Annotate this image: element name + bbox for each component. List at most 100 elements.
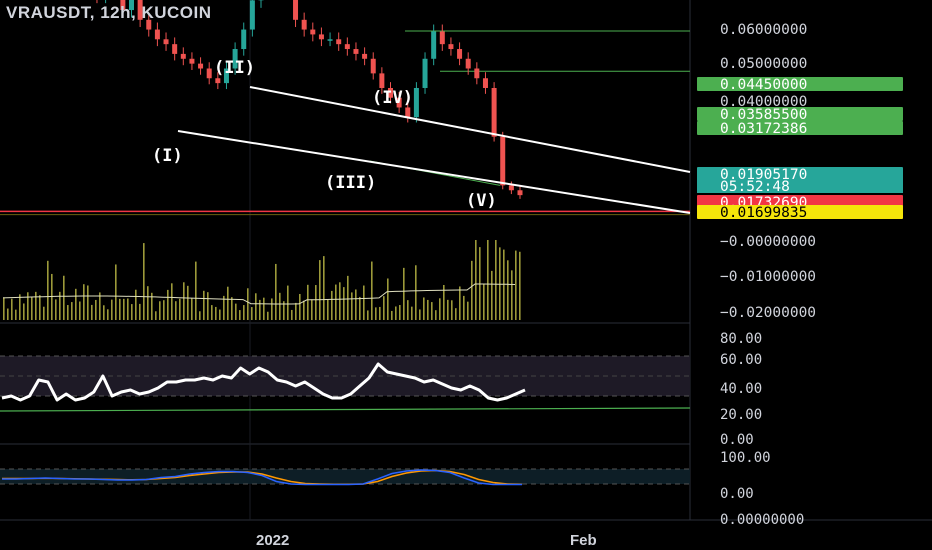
volume-bar (311, 299, 313, 320)
chart-title: VRAUSDT, 12h, KUCOIN (6, 3, 212, 22)
volume-bar (191, 297, 193, 320)
volume-bar (427, 299, 429, 320)
price-axis-label: −0.02000000 (720, 305, 816, 321)
volume-bar (103, 305, 105, 320)
volume-bar (359, 296, 361, 320)
volume-bar (147, 286, 149, 320)
volume-bar (83, 284, 85, 320)
price-badge[interactable] (697, 167, 903, 181)
price-badge[interactable] (697, 121, 903, 135)
volume-bar (319, 260, 321, 320)
volume-bar (395, 306, 397, 320)
price-badge-label: 0.03585500 (720, 107, 807, 123)
volume-bar (199, 311, 201, 320)
volume-bar (95, 299, 97, 320)
volume-bar (3, 297, 5, 320)
volume-bar (235, 303, 237, 320)
candle (491, 87, 497, 137)
volume-bar (331, 290, 333, 320)
volume-ma-line (2, 283, 516, 305)
volume-bar (67, 305, 69, 320)
volume-bar (175, 301, 177, 320)
volume-bar (231, 297, 233, 320)
volume-bar (435, 310, 437, 320)
volume-bar (195, 261, 197, 320)
candle (241, 29, 247, 50)
volume-bar (507, 260, 509, 320)
volume-bar (251, 307, 253, 320)
candle (327, 39, 333, 41)
rsi-axis-label: 80.00 (720, 331, 762, 347)
volume-bar (391, 310, 393, 320)
volume-bar (299, 293, 301, 320)
volume-bar (79, 301, 81, 320)
volume-bar (347, 275, 349, 320)
volume-bar (315, 285, 317, 320)
stoch-axis-label: 0.00000000 (720, 512, 804, 528)
volume-bar (471, 260, 473, 320)
candle (482, 78, 488, 88)
candle (172, 44, 178, 54)
candle (457, 49, 463, 59)
price-badge-label: 0.01699835 (720, 205, 807, 221)
volume-bar (211, 305, 213, 320)
volume-bar (63, 275, 65, 320)
candle (362, 53, 368, 59)
price-axis-label: 0.05000000 (720, 56, 807, 72)
volume-bar (423, 297, 425, 320)
volume-bar (327, 299, 329, 320)
candle (396, 97, 402, 108)
volume-bar (335, 284, 337, 320)
volume-bars (3, 240, 521, 320)
volume-bar (307, 284, 309, 320)
volume-bar (495, 240, 497, 320)
volume-bar (203, 290, 205, 320)
volume-bar (115, 264, 117, 320)
volume-bar (367, 310, 369, 320)
channel-lower-line (177, 130, 691, 214)
volume-bar (215, 306, 217, 320)
volume-bar (75, 288, 77, 320)
volume-bar (459, 286, 461, 320)
candle (189, 58, 195, 64)
candle (206, 68, 212, 79)
volume-bar (111, 299, 113, 320)
candle (448, 44, 454, 50)
candle (370, 58, 376, 74)
volume-bar (451, 300, 453, 320)
price-badge[interactable] (697, 77, 903, 91)
candle (379, 73, 385, 88)
candle (388, 87, 393, 98)
volume-bar (123, 298, 125, 320)
volume-bar (343, 287, 345, 320)
volume-bar (455, 308, 457, 320)
volume-bar (183, 282, 185, 320)
volume-bar (151, 292, 153, 320)
candle (120, 0, 126, 11)
candle (353, 49, 359, 54)
candle (215, 78, 221, 84)
candle (137, 0, 143, 20)
volume-bar (167, 289, 169, 320)
volume-bar (179, 298, 181, 320)
volume-bar (43, 306, 45, 320)
volume-bar (87, 285, 89, 320)
stoch-band (0, 469, 690, 484)
volume-bar (139, 303, 141, 320)
volume-bar (227, 286, 229, 320)
candle (508, 185, 514, 191)
volume-bar (379, 306, 381, 320)
volume-bar (107, 309, 109, 320)
candle (344, 44, 350, 50)
candle (413, 87, 419, 118)
candle (474, 68, 480, 79)
price-badge[interactable] (697, 107, 903, 121)
candle (318, 34, 324, 40)
candle (232, 49, 238, 69)
volume-bar (219, 309, 221, 320)
volume-bar (487, 240, 489, 320)
price-badge[interactable] (697, 205, 903, 219)
stoch-axis-label: 100.00 (720, 450, 771, 466)
rsi-axis-label: 0.00 (720, 432, 754, 448)
